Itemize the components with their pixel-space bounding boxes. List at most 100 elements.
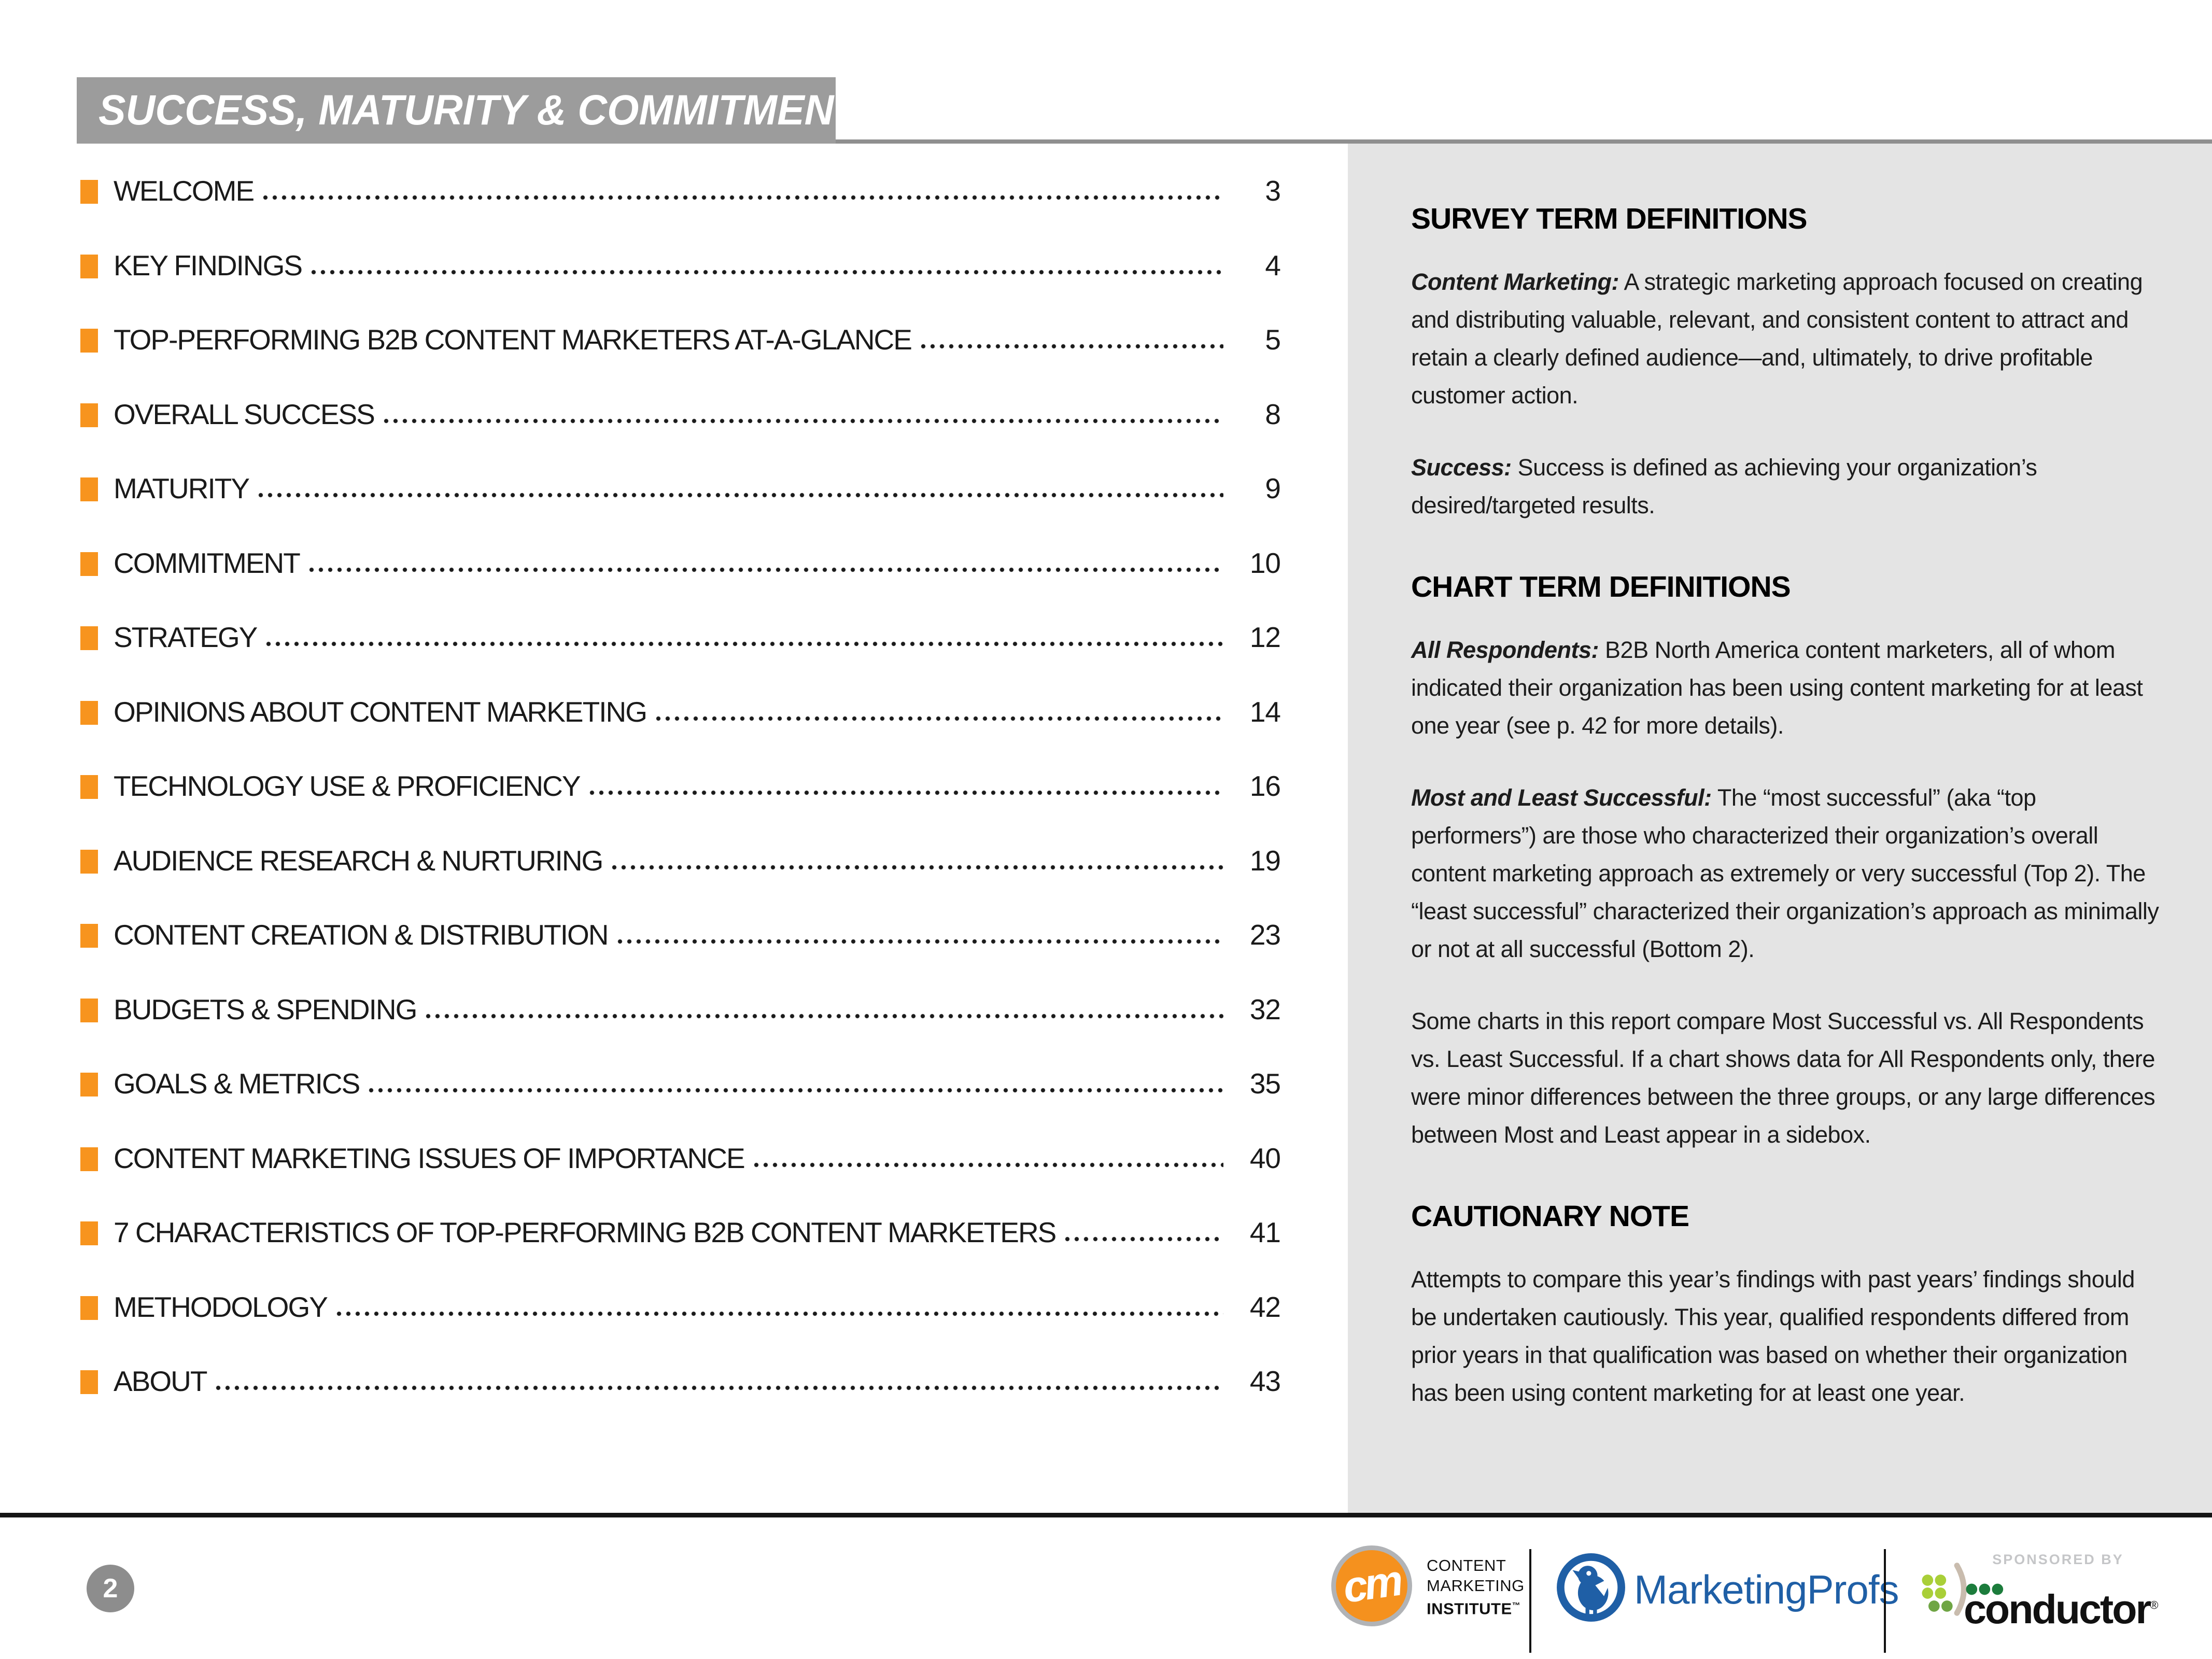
toc-entry-label: MATURITY	[114, 472, 250, 504]
definition-text: A strategic marketing approach focused o…	[1411, 269, 2143, 409]
toc-entry-technology[interactable]: TECHNOLOGY USE & PROFICIENCY 16	[80, 769, 1281, 844]
marketingprofs-wordmark: MarketingProfs	[1634, 1566, 1899, 1612]
toc-entry-commitment[interactable]: COMMITMENT 10	[80, 546, 1281, 621]
bullet-square-icon	[80, 775, 98, 799]
toc-entry-label: CONTENT MARKETING ISSUES OF IMPORTANCE	[114, 1142, 745, 1174]
toc-entry-strategy[interactable]: STRATEGY 12	[80, 621, 1281, 695]
dot-leader	[310, 269, 1223, 275]
sponsored-by-label: SPONSORED BY	[1992, 1552, 2124, 1567]
conductor-dots-icon	[1921, 1562, 2009, 1619]
definition-term: All Respondents:	[1411, 637, 1599, 663]
bullet-square-icon	[80, 849, 98, 874]
toc-entry-methodology[interactable]: METHODOLOGY 42	[80, 1290, 1281, 1365]
toc-entry-opinions[interactable]: OPINIONS ABOUT CONTENT MARKETING 14	[80, 695, 1281, 770]
page-title: SUCCESS, MATURITY & COMMITMENT	[98, 87, 859, 134]
dot-leader	[655, 715, 1223, 722]
content-marketing-definition: Content Marketing: A strategic marketing…	[1411, 263, 2160, 414]
bullet-square-icon	[80, 700, 98, 725]
toc-entry-content-creation[interactable]: CONTENT CREATION & DISTRIBUTION 23	[80, 918, 1281, 993]
cmi-wordmark: CONTENT MARKETING INSTITUTE™	[1427, 1555, 1525, 1619]
header-rule	[77, 139, 2212, 144]
toc-entry-label: KEY FINDINGS	[114, 249, 303, 282]
toc-entry-page: 12	[1249, 621, 1281, 653]
toc-entry-label: AUDIENCE RESEARCH & NURTURING	[114, 844, 603, 877]
definition-term: Success:	[1411, 454, 1512, 481]
toc-entry-page: 19	[1249, 844, 1281, 877]
chart-comparison-note: Some charts in this report compare Most …	[1411, 1008, 2155, 1148]
toc-entry-label: METHODOLOGY	[114, 1290, 328, 1323]
toc-entry-about[interactable]: ABOUT 43	[80, 1365, 1281, 1439]
dot-leader	[752, 1161, 1223, 1168]
toc-entry-audience-research[interactable]: AUDIENCE RESEARCH & NURTURING 19	[80, 844, 1281, 919]
toc-entry-overall-success[interactable]: OVERALL SUCCESS 8	[80, 398, 1281, 472]
footer-divider	[1884, 1549, 1886, 1653]
toc-entry-page: 35	[1249, 1067, 1281, 1100]
toc-entry-issues-importance[interactable]: CONTENT MARKETING ISSUES OF IMPORTANCE 4…	[80, 1142, 1281, 1216]
dot-leader	[919, 343, 1223, 349]
definition-text: The “most successful” (aka “top performe…	[1411, 784, 2159, 962]
section-banner: SUCCESS, MATURITY & COMMITMENT	[77, 77, 859, 144]
bullet-square-icon	[80, 1296, 98, 1320]
most-least-successful-definition: Most and Least Successful: The “most suc…	[1411, 779, 2160, 968]
definition-text: Success is defined as achieving your org…	[1411, 454, 2037, 518]
toc-entry-page: 5	[1265, 324, 1281, 356]
toc-entry-goals-metrics[interactable]: GOALS & METRICS 35	[80, 1067, 1281, 1142]
cautionary-note-heading: CAUTIONARY NOTE	[1411, 1200, 1689, 1233]
registered-symbol: ®	[2150, 1598, 2158, 1612]
survey-definitions-heading: SURVEY TERM DEFINITIONS	[1411, 202, 1808, 235]
toc-entry-page: 43	[1249, 1365, 1281, 1397]
bullet-square-icon	[80, 1221, 98, 1245]
dot-leader	[588, 790, 1223, 796]
toc-entry-label: OVERALL SUCCESS	[114, 398, 375, 430]
toc-entry-page: 41	[1249, 1216, 1281, 1248]
toc-entry-label: OPINIONS ABOUT CONTENT MARKETING	[114, 695, 647, 728]
toc-entry-label: CONTENT CREATION & DISTRIBUTION	[114, 919, 609, 951]
cmi-logo[interactable]: cm	[1331, 1545, 1412, 1626]
dot-leader	[257, 492, 1223, 498]
toc-entry-7-characteristics[interactable]: 7 CHARACTERISTICS OF TOP-PERFORMING B2B …	[80, 1216, 1281, 1290]
toc-entry-page: 3	[1265, 175, 1281, 207]
cautionary-note-text: Attempts to compare this year’s findings…	[1411, 1266, 2135, 1406]
dot-leader	[368, 1087, 1223, 1093]
definition-text: B2B North America content marketers, all…	[1411, 637, 2143, 739]
toc-entry-page: 4	[1265, 249, 1281, 282]
marketingprofs-bird-icon	[1557, 1553, 1625, 1622]
toc-entry-page: 10	[1249, 546, 1281, 579]
toc-entry-page: 40	[1249, 1142, 1281, 1174]
bullet-square-icon	[80, 1073, 98, 1096]
cmi-line-content: CONTENT	[1427, 1556, 1506, 1574]
dot-leader	[382, 417, 1223, 424]
bullet-square-icon	[80, 180, 98, 204]
dot-leader	[307, 566, 1223, 573]
footer-divider	[1529, 1549, 1531, 1653]
toc-entry-welcome[interactable]: WELCOME 3	[80, 174, 1281, 249]
chart-definitions-heading: CHART TERM DEFINITIONS	[1411, 570, 1791, 603]
bullet-square-icon	[80, 552, 98, 576]
toc-entry-label: TECHNOLOGY USE & PROFICIENCY	[114, 770, 581, 802]
conductor-wordmark[interactable]: conductor®	[1964, 1586, 2158, 1632]
toc-entry-budgets[interactable]: BUDGETS & SPENDING 32	[80, 993, 1281, 1067]
toc-entry-top-performing-glance[interactable]: TOP-PERFORMING B2B CONTENT MARKETERS AT-…	[80, 323, 1281, 398]
dot-leader	[616, 938, 1223, 945]
toc-entry-label: WELCOME	[114, 175, 255, 207]
toc-entry-label: TOP-PERFORMING B2B CONTENT MARKETERS AT-…	[114, 324, 912, 356]
toc-entry-page: 23	[1249, 919, 1281, 951]
bullet-square-icon	[80, 329, 98, 353]
toc-entry-key-findings[interactable]: KEY FINDINGS 4	[80, 249, 1281, 324]
all-respondents-definition: All Respondents: B2B North America conte…	[1411, 631, 2160, 744]
bullet-square-icon	[80, 403, 98, 427]
cmi-line-marketing: MARKETING	[1427, 1577, 1525, 1595]
bullet-square-icon	[80, 254, 98, 278]
definitions-sidebar: SURVEY TERM DEFINITIONS Content Marketin…	[1348, 144, 2212, 1513]
toc-entry-page: 42	[1249, 1290, 1281, 1323]
bullet-square-icon	[80, 998, 98, 1022]
page-number-badge: 2	[87, 1565, 134, 1612]
toc-entry-label: STRATEGY	[114, 621, 258, 653]
bullet-square-icon	[80, 1370, 98, 1394]
table-of-contents: WELCOME 3 KEY FINDINGS 4 TOP-PERFORMING …	[80, 174, 1281, 1439]
marketingprofs-logo[interactable]: MarketingProfs	[1556, 1553, 1899, 1622]
dot-leader	[215, 1385, 1223, 1391]
cmi-line-institute: INSTITUTE™	[1427, 1599, 1521, 1618]
toc-entry-maturity[interactable]: MATURITY 9	[80, 472, 1281, 546]
